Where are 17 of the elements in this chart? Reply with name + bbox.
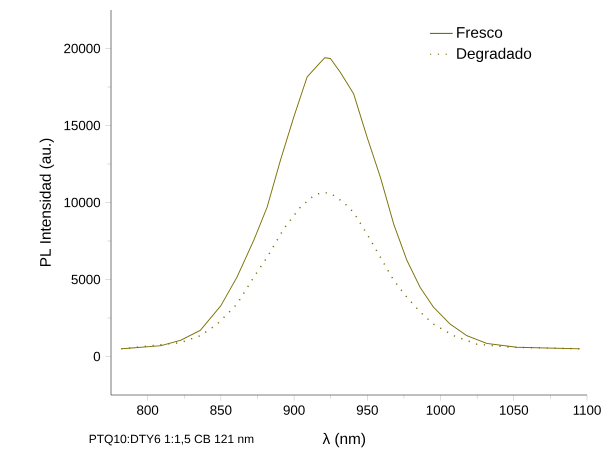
y-tick-label: 10000 xyxy=(64,198,100,208)
y-tick-label: 15000 xyxy=(64,120,100,130)
legend-label: Fresco xyxy=(457,27,502,38)
x-tick-label: 900 xyxy=(284,405,305,415)
x-tick-label: 1050 xyxy=(500,405,528,415)
y-tick-label: 0 xyxy=(94,352,100,362)
x-tick-label: 1000 xyxy=(426,405,455,415)
x-tick-label: 800 xyxy=(137,405,158,415)
legend-label: Degradado xyxy=(457,48,532,62)
x-tick-label: 1100 xyxy=(574,405,601,415)
x-tick-label: 850 xyxy=(210,405,232,415)
y-tick-label: 20000 xyxy=(64,44,100,54)
y-axis-title: PL Intensidad (au.) xyxy=(40,138,54,266)
text: PTQ10:DTY6 1:1,5 CB 121 nm xyxy=(90,434,254,446)
y-tick-label: 5000 xyxy=(71,274,100,284)
x-tick-label: 950 xyxy=(356,405,378,415)
x-axis-title: λ (nm) xyxy=(322,432,366,448)
